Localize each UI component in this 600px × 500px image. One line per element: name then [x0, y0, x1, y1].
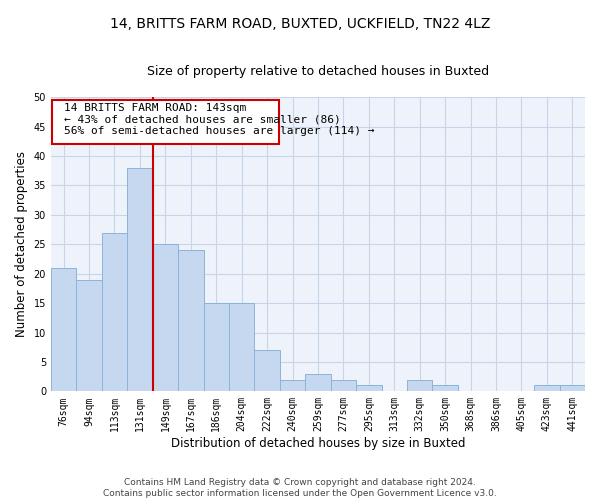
Bar	[305, 374, 331, 392]
X-axis label: Distribution of detached houses by size in Buxted: Distribution of detached houses by size …	[171, 437, 465, 450]
Bar	[254, 350, 280, 392]
Bar	[152, 244, 178, 392]
Text: Contains HM Land Registry data © Crown copyright and database right 2024.
Contai: Contains HM Land Registry data © Crown c…	[103, 478, 497, 498]
Bar	[407, 380, 433, 392]
Title: Size of property relative to detached houses in Buxted: Size of property relative to detached ho…	[147, 65, 489, 78]
Bar	[52, 100, 278, 144]
Bar	[178, 250, 203, 392]
Bar	[51, 268, 76, 392]
Bar	[433, 386, 458, 392]
Text: 14, BRITTS FARM ROAD, BUXTED, UCKFIELD, TN22 4LZ: 14, BRITTS FARM ROAD, BUXTED, UCKFIELD, …	[110, 18, 490, 32]
Bar	[534, 386, 560, 392]
Bar	[229, 303, 254, 392]
Bar	[203, 303, 229, 392]
Y-axis label: Number of detached properties: Number of detached properties	[15, 152, 28, 338]
Bar	[560, 386, 585, 392]
Bar	[102, 232, 127, 392]
Bar	[127, 168, 152, 392]
Bar	[356, 386, 382, 392]
Text: 14 BRITTS FARM ROAD: 143sqm
← 43% of detached houses are smaller (86)
56% of sem: 14 BRITTS FARM ROAD: 143sqm ← 43% of det…	[64, 103, 374, 136]
Bar	[76, 280, 102, 392]
Bar	[331, 380, 356, 392]
Bar	[280, 380, 305, 392]
